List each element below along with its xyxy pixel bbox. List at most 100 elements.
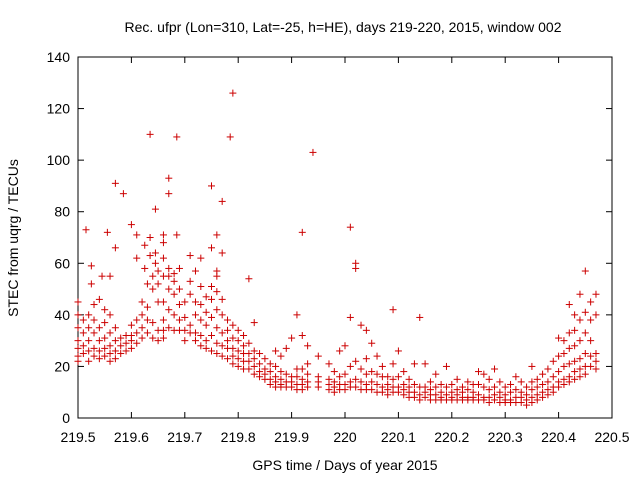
- data-point: [165, 306, 173, 314]
- data-point: [560, 362, 568, 370]
- data-point: [151, 249, 159, 257]
- data-point: [352, 383, 360, 391]
- data-point: [229, 352, 237, 360]
- data-point: [362, 370, 370, 378]
- data-point: [448, 380, 456, 388]
- x-tick-label: 219.9: [274, 429, 309, 445]
- data-point: [146, 130, 154, 138]
- data-point: [341, 342, 349, 350]
- x-tick-label: 220.1: [381, 429, 416, 445]
- data-point: [191, 267, 199, 275]
- data-point: [384, 391, 392, 399]
- data-point: [106, 272, 114, 280]
- data-point: [159, 298, 167, 306]
- data-point: [592, 290, 600, 298]
- data-point: [560, 337, 568, 345]
- data-point: [587, 298, 595, 306]
- data-point: [234, 337, 242, 345]
- data-point: [82, 226, 90, 234]
- data-point: [218, 329, 226, 337]
- data-point: [261, 355, 269, 363]
- data-point: [79, 329, 87, 337]
- data-point: [485, 399, 493, 407]
- data-point: [234, 362, 242, 370]
- data-point: [565, 301, 573, 309]
- x-tick-label: 219.6: [114, 429, 149, 445]
- data-point: [138, 324, 146, 332]
- data-point: [149, 272, 157, 280]
- data-point: [117, 350, 125, 358]
- data-point: [133, 231, 141, 239]
- data-point: [480, 396, 488, 404]
- data-point: [202, 337, 210, 345]
- data-point: [117, 342, 125, 350]
- data-point: [146, 252, 154, 260]
- data-point: [336, 373, 344, 381]
- data-point: [250, 370, 258, 378]
- data-point: [491, 396, 499, 404]
- data-point: [250, 347, 258, 355]
- data-point: [133, 254, 141, 262]
- x-tick-label: 219.5: [60, 429, 95, 445]
- data-point: [213, 350, 221, 358]
- data-point: [539, 370, 547, 378]
- data-point: [437, 380, 445, 388]
- data-point: [213, 339, 221, 347]
- data-point: [384, 373, 392, 381]
- data-point: [410, 380, 418, 388]
- data-point: [357, 365, 365, 373]
- data-point: [475, 380, 482, 388]
- data-point: [539, 380, 547, 388]
- data-point: [421, 393, 429, 401]
- data-point: [571, 342, 579, 350]
- data-point: [149, 334, 157, 342]
- data-point: [165, 272, 173, 280]
- data-point: [341, 370, 349, 378]
- y-tick-label: 60: [54, 255, 70, 271]
- data-point: [95, 347, 103, 355]
- data-point: [394, 347, 402, 355]
- data-point: [197, 254, 205, 262]
- data-point: [111, 179, 119, 187]
- data-point: [368, 339, 376, 347]
- data-point: [224, 337, 232, 345]
- data-point: [159, 254, 167, 262]
- data-point: [186, 252, 194, 260]
- data-point: [544, 391, 552, 399]
- data-point: [501, 383, 509, 391]
- data-point: [218, 342, 226, 350]
- x-tick-label: 219.8: [221, 429, 256, 445]
- data-point: [293, 373, 301, 381]
- data-point: [571, 357, 579, 365]
- data-point: [587, 337, 595, 345]
- data-point: [186, 290, 194, 298]
- data-point: [218, 197, 226, 205]
- data-point: [143, 316, 151, 324]
- data-point: [173, 231, 181, 239]
- data-point: [480, 370, 488, 378]
- data-point: [151, 259, 159, 267]
- data-point: [245, 357, 253, 365]
- data-point: [98, 272, 106, 280]
- data-point: [95, 355, 103, 363]
- data-point: [464, 386, 472, 394]
- data-point: [416, 396, 424, 404]
- data-point: [127, 344, 135, 352]
- x-axis-label: GPS time / Days of year 2015: [252, 457, 437, 473]
- data-point: [378, 362, 386, 370]
- data-point: [159, 316, 167, 324]
- y-tick-label: 100: [47, 152, 71, 168]
- data-point: [565, 329, 573, 337]
- data-point: [314, 352, 322, 360]
- data-point: [101, 306, 109, 314]
- data-point: [143, 329, 151, 337]
- data-point: [576, 373, 584, 381]
- data-point: [491, 383, 499, 391]
- data-point: [389, 306, 397, 314]
- data-point: [106, 342, 114, 350]
- data-point: [218, 249, 226, 257]
- data-points: [74, 89, 600, 409]
- data-point: [576, 337, 584, 345]
- data-point: [576, 316, 584, 324]
